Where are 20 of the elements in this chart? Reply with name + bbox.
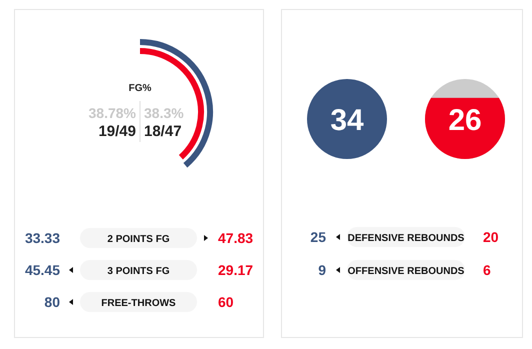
data-label: 45.45 bbox=[24, 262, 60, 278]
data-label: 9 bbox=[318, 262, 326, 278]
data-label: 6 bbox=[483, 262, 491, 278]
category-label: FREE-THROWS bbox=[101, 298, 176, 309]
text: 19/49 bbox=[98, 123, 136, 140]
data-label: 60 bbox=[218, 294, 234, 310]
data-label: 26 bbox=[448, 104, 482, 137]
text: 18/47 bbox=[144, 123, 182, 140]
data-label: 29.17 bbox=[218, 262, 254, 278]
category-label: DEFENSIVE REBOUNDS bbox=[348, 233, 465, 244]
data-label: 20 bbox=[483, 229, 499, 245]
data-label: 34 bbox=[330, 104, 364, 137]
data-label: 47.83 bbox=[218, 230, 254, 246]
data-label: 33.33 bbox=[24, 230, 60, 246]
category-label: 3 POINTS FG bbox=[107, 266, 170, 277]
category-label: 2 POINTS FG bbox=[107, 234, 170, 245]
data-label: 25 bbox=[310, 229, 326, 245]
text: FG% bbox=[128, 83, 152, 94]
data-label: 80 bbox=[44, 294, 60, 310]
category-label: OFFENSIVE REBOUNDS bbox=[348, 266, 465, 277]
